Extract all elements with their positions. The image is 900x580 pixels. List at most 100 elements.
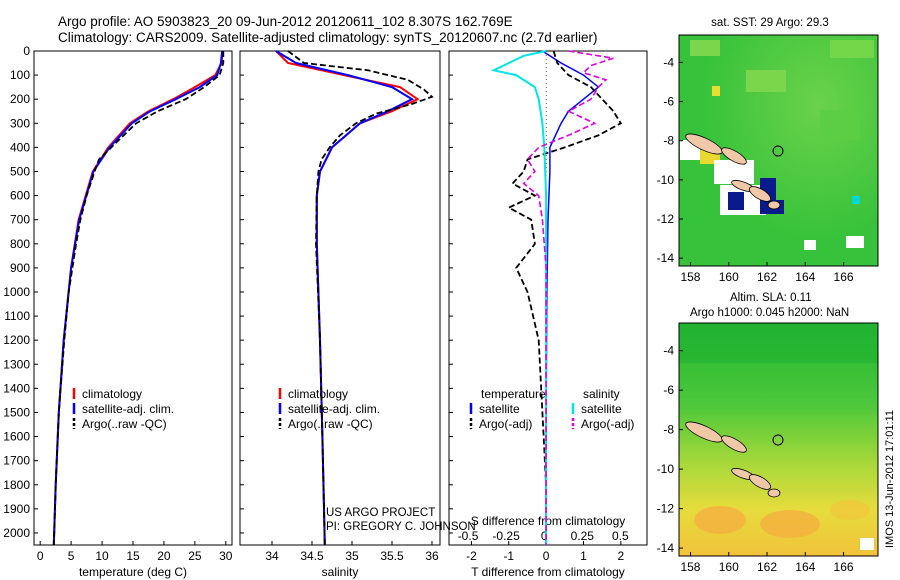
map-y-tick-label: -6 <box>663 383 674 397</box>
depth-tick-label: 100 <box>10 68 30 82</box>
series-line-1 <box>52 50 224 546</box>
x-tick-label: 0 <box>37 549 44 563</box>
x-axis-label: temperature (deg C) <box>79 565 187 579</box>
legend-label: satellite-adj. clim. <box>82 402 174 416</box>
depth-tick-label: 1900 <box>3 502 30 516</box>
sla-map-land <box>685 421 781 498</box>
credit-line-2: PI: GREGORY C. JOHNSON <box>326 521 476 533</box>
profile-panel-2: 34 34.5 35 35.5 36 salinity climatologysatelli… <box>239 50 441 579</box>
x-axis-label: T difference from climatology <box>471 565 625 579</box>
depth-tick-label: 1100 <box>4 309 30 323</box>
legend-label: Argo(-adj) <box>479 417 532 431</box>
sst-map-ticks: 158 160 162 164 166 -4 -6 -8 -10 -12 -14 <box>657 55 854 284</box>
depth-tick-label: 2000 <box>3 526 30 540</box>
depth-tick-label: 900 <box>10 261 30 275</box>
panel-frame <box>448 50 648 546</box>
map-x-tick-label: 166 <box>834 560 854 574</box>
profile-panel-3: -2 -1 0 1 2 T difference from climatology -0.5… <box>448 50 648 579</box>
legend-label: satellite <box>581 402 622 416</box>
sla-map-subtitle: Argo h1000: 0.045 h2000: NaN <box>690 307 849 319</box>
map-x-tick-label: 162 <box>757 270 777 284</box>
map-y-tick-label: -10 <box>657 173 675 187</box>
series-line-1 <box>541 50 600 545</box>
sst-map-argo-marker <box>772 145 784 157</box>
depth-tick-label: 200 <box>10 92 30 106</box>
x-tick2-label: 0 <box>541 529 548 543</box>
legend-label: satellite-adj. clim. <box>288 402 380 416</box>
x-tick-label: 5 <box>68 549 75 563</box>
x-tick-label: 1 <box>580 549 587 563</box>
sla-map-ticks: 158 160 162 164 166 -4 -6 -8 -10 -12 -14 <box>657 344 854 574</box>
map-x-tick-label: 166 <box>834 270 854 284</box>
sla-map-title: Altim. SLA: 0.11 <box>730 292 812 304</box>
x-axis-label-2: S difference from climatology <box>471 514 626 528</box>
x-tick-label: -2 <box>466 549 477 563</box>
depth-tick-label: 1700 <box>3 454 30 468</box>
map-x-tick-label: 164 <box>795 270 815 284</box>
map-y-tick-label: -10 <box>657 462 675 476</box>
header-line-2: Climatology: CARS2009. Satellite-adjuste… <box>58 30 598 45</box>
sst-map-frame <box>678 34 879 267</box>
map-y-tick-label: -8 <box>663 423 674 437</box>
depth-tick-label: 700 <box>10 213 30 227</box>
series-line-1 <box>275 50 420 546</box>
map-x-tick-label: 160 <box>719 270 739 284</box>
legend-label: temperature <box>481 387 546 401</box>
depth-tick-label: 1200 <box>3 333 30 347</box>
sst-map: sat. SST: 29 Argo: 29.3 <box>657 17 879 284</box>
legend-label: Argo(-adj) <box>581 417 634 431</box>
x-tick-label: 36 <box>425 549 439 563</box>
depth-tick-label: 1300 <box>3 357 30 371</box>
depth-tick-label: 1500 <box>3 405 30 419</box>
x-tick-label: 35 <box>345 549 359 563</box>
x-tick-label: 2 <box>618 549 625 563</box>
legend-label: salinity <box>583 387 620 401</box>
x-tick-label: 35.5 <box>380 549 404 563</box>
series-line-3 <box>490 50 548 545</box>
sla-map-frame <box>678 322 879 557</box>
legend-label: climatology <box>288 387 348 401</box>
profile-panels: 0100200300400500600700800900100011001200… <box>3 44 648 579</box>
sla-map-patches <box>679 323 878 550</box>
sla-map-argo-marker <box>772 434 784 446</box>
map-x-tick-label: 158 <box>680 270 700 284</box>
sst-map-land <box>685 133 781 210</box>
x-tick-label: 0 <box>543 549 550 563</box>
x-tick-label: 10 <box>95 549 109 563</box>
timestamp: IMOS 13-Jun-2012 17:01:11 <box>884 410 896 548</box>
profile-panel-1: 0100200300400500600700800900100011001200… <box>3 44 233 579</box>
panel-frame <box>239 50 441 546</box>
series-line-3 <box>287 50 434 546</box>
map-y-tick-label: -12 <box>657 502 675 516</box>
x-tick-label: 34 <box>265 549 279 563</box>
series-line-2 <box>506 50 623 545</box>
map-x-tick-label: 160 <box>719 560 739 574</box>
x-tick-label: 34.5 <box>300 549 324 563</box>
depth-tick-label: 1000 <box>3 285 30 299</box>
legend-label: climatology <box>82 387 142 401</box>
panel-frame <box>33 50 233 546</box>
x-tick-label: 15 <box>126 549 140 563</box>
depth-tick-label: 500 <box>10 164 30 178</box>
map-y-tick-label: -8 <box>663 134 674 148</box>
header-line-1: Argo profile: AO 5903823_20 09-Jun-2012 … <box>58 14 513 29</box>
sst-map-title: sat. SST: 29 Argo: 29.3 <box>711 17 829 29</box>
credit-line-1: US ARGO PROJECT <box>326 507 435 519</box>
x-tick2-label: 0.5 <box>612 529 629 543</box>
sla-map: Altim. SLA: 0.11 Argo h1000: 0.045 h2000… <box>657 292 879 574</box>
x-tick-label: 20 <box>157 549 171 563</box>
depth-tick-label: 0 <box>23 44 30 58</box>
depth-tick-label: 1800 <box>3 478 30 492</box>
map-y-tick-label: -14 <box>657 541 675 555</box>
x-tick-label: 30 <box>219 549 233 563</box>
series-line-2 <box>52 50 224 546</box>
series-line-3 <box>52 51 225 546</box>
depth-tick-label: 1600 <box>3 430 30 444</box>
depth-tick-label: 1400 <box>3 381 30 395</box>
depth-tick-label: 800 <box>10 237 30 251</box>
legend-label: satellite <box>479 402 520 416</box>
map-x-tick-label: 164 <box>795 560 815 574</box>
map-x-tick-label: 158 <box>680 560 700 574</box>
x-axis-label: salinity <box>322 565 359 579</box>
